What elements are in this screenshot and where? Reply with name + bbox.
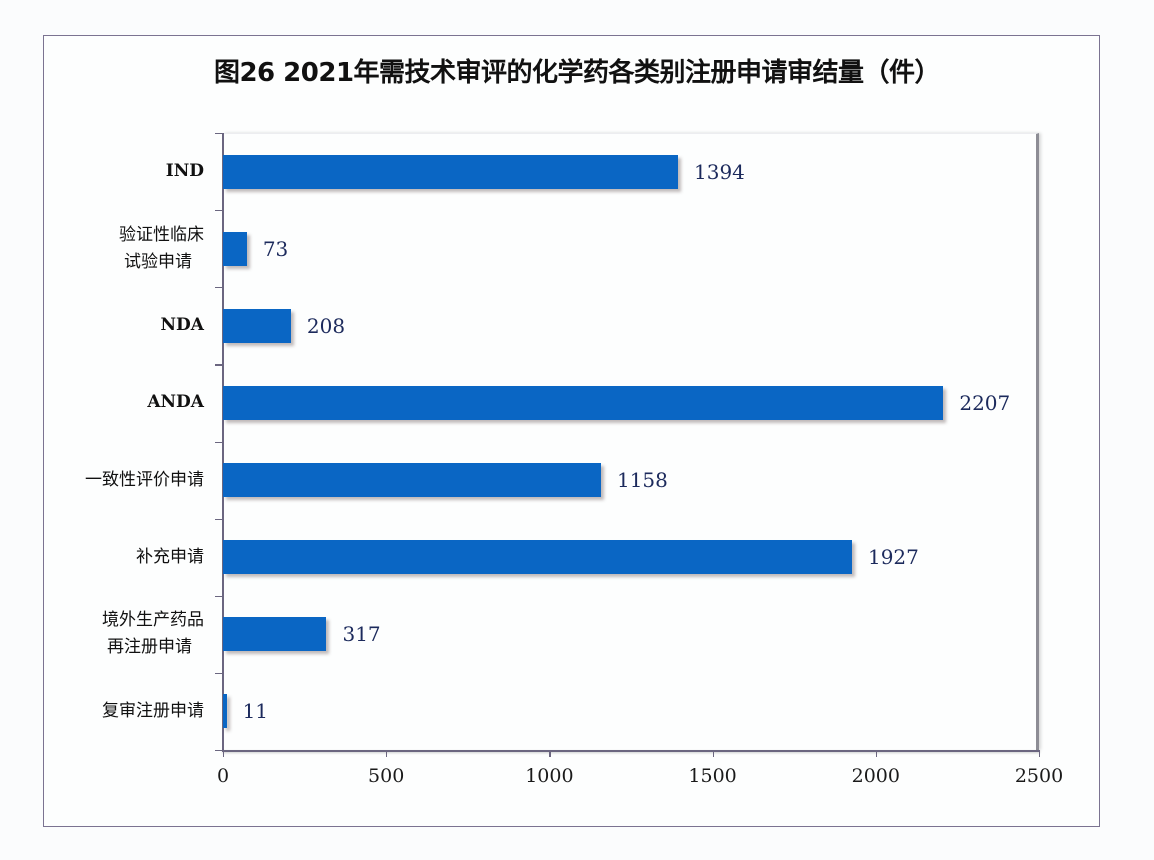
value-label: 317 bbox=[342, 622, 381, 647]
value-label: 11 bbox=[242, 699, 269, 724]
plot-area bbox=[223, 133, 1039, 750]
bar bbox=[223, 694, 227, 729]
x-tick bbox=[1039, 750, 1041, 757]
x-tick-label: 1500 bbox=[688, 765, 737, 787]
y-tick bbox=[215, 441, 223, 443]
x-tick bbox=[549, 750, 551, 757]
bar bbox=[223, 308, 291, 343]
category-label: 验证性临床 试验申请 bbox=[119, 224, 204, 272]
y-tick bbox=[215, 133, 223, 135]
bar bbox=[223, 385, 944, 420]
bar bbox=[223, 617, 327, 652]
value-label: 1927 bbox=[867, 545, 919, 570]
category-label: ANDA bbox=[147, 392, 204, 413]
y-tick bbox=[215, 364, 223, 366]
y-tick bbox=[215, 672, 223, 675]
x-tick bbox=[875, 750, 877, 757]
x-tick bbox=[712, 750, 714, 757]
bar bbox=[223, 463, 601, 498]
y-tick bbox=[215, 750, 223, 752]
bar bbox=[223, 540, 852, 575]
x-tick-label: 1000 bbox=[525, 765, 574, 787]
x-tick-label: 0 bbox=[216, 765, 230, 787]
x-tick-label: 2500 bbox=[1014, 765, 1064, 787]
chart-title: 图26 2021年需技术审评的化学药各类别注册申请审结量（件） bbox=[213, 58, 941, 88]
category-label: 境外生产药品 再注册申请 bbox=[102, 610, 204, 658]
value-label: 208 bbox=[306, 313, 346, 338]
value-label: 2207 bbox=[959, 390, 1011, 415]
x-tick bbox=[223, 750, 225, 757]
y-tick bbox=[215, 287, 223, 289]
y-tick bbox=[215, 518, 223, 520]
y-tick bbox=[215, 210, 223, 212]
x-axis bbox=[222, 750, 1040, 752]
bar bbox=[223, 231, 247, 266]
value-label: 1394 bbox=[694, 159, 745, 184]
category-label: IND bbox=[165, 161, 204, 182]
category-label: NDA bbox=[160, 315, 204, 336]
x-tick bbox=[386, 750, 388, 757]
value-label: 73 bbox=[262, 236, 289, 261]
y-tick bbox=[215, 595, 223, 597]
x-tick-label: 2000 bbox=[851, 765, 900, 787]
value-label: 1158 bbox=[616, 468, 668, 493]
x-tick-label: 500 bbox=[368, 765, 405, 787]
bar bbox=[223, 154, 678, 189]
category-label: 一致性评价申请 bbox=[85, 469, 204, 490]
category-label: 复审注册申请 bbox=[102, 700, 204, 721]
category-label: 补充申请 bbox=[136, 546, 204, 567]
